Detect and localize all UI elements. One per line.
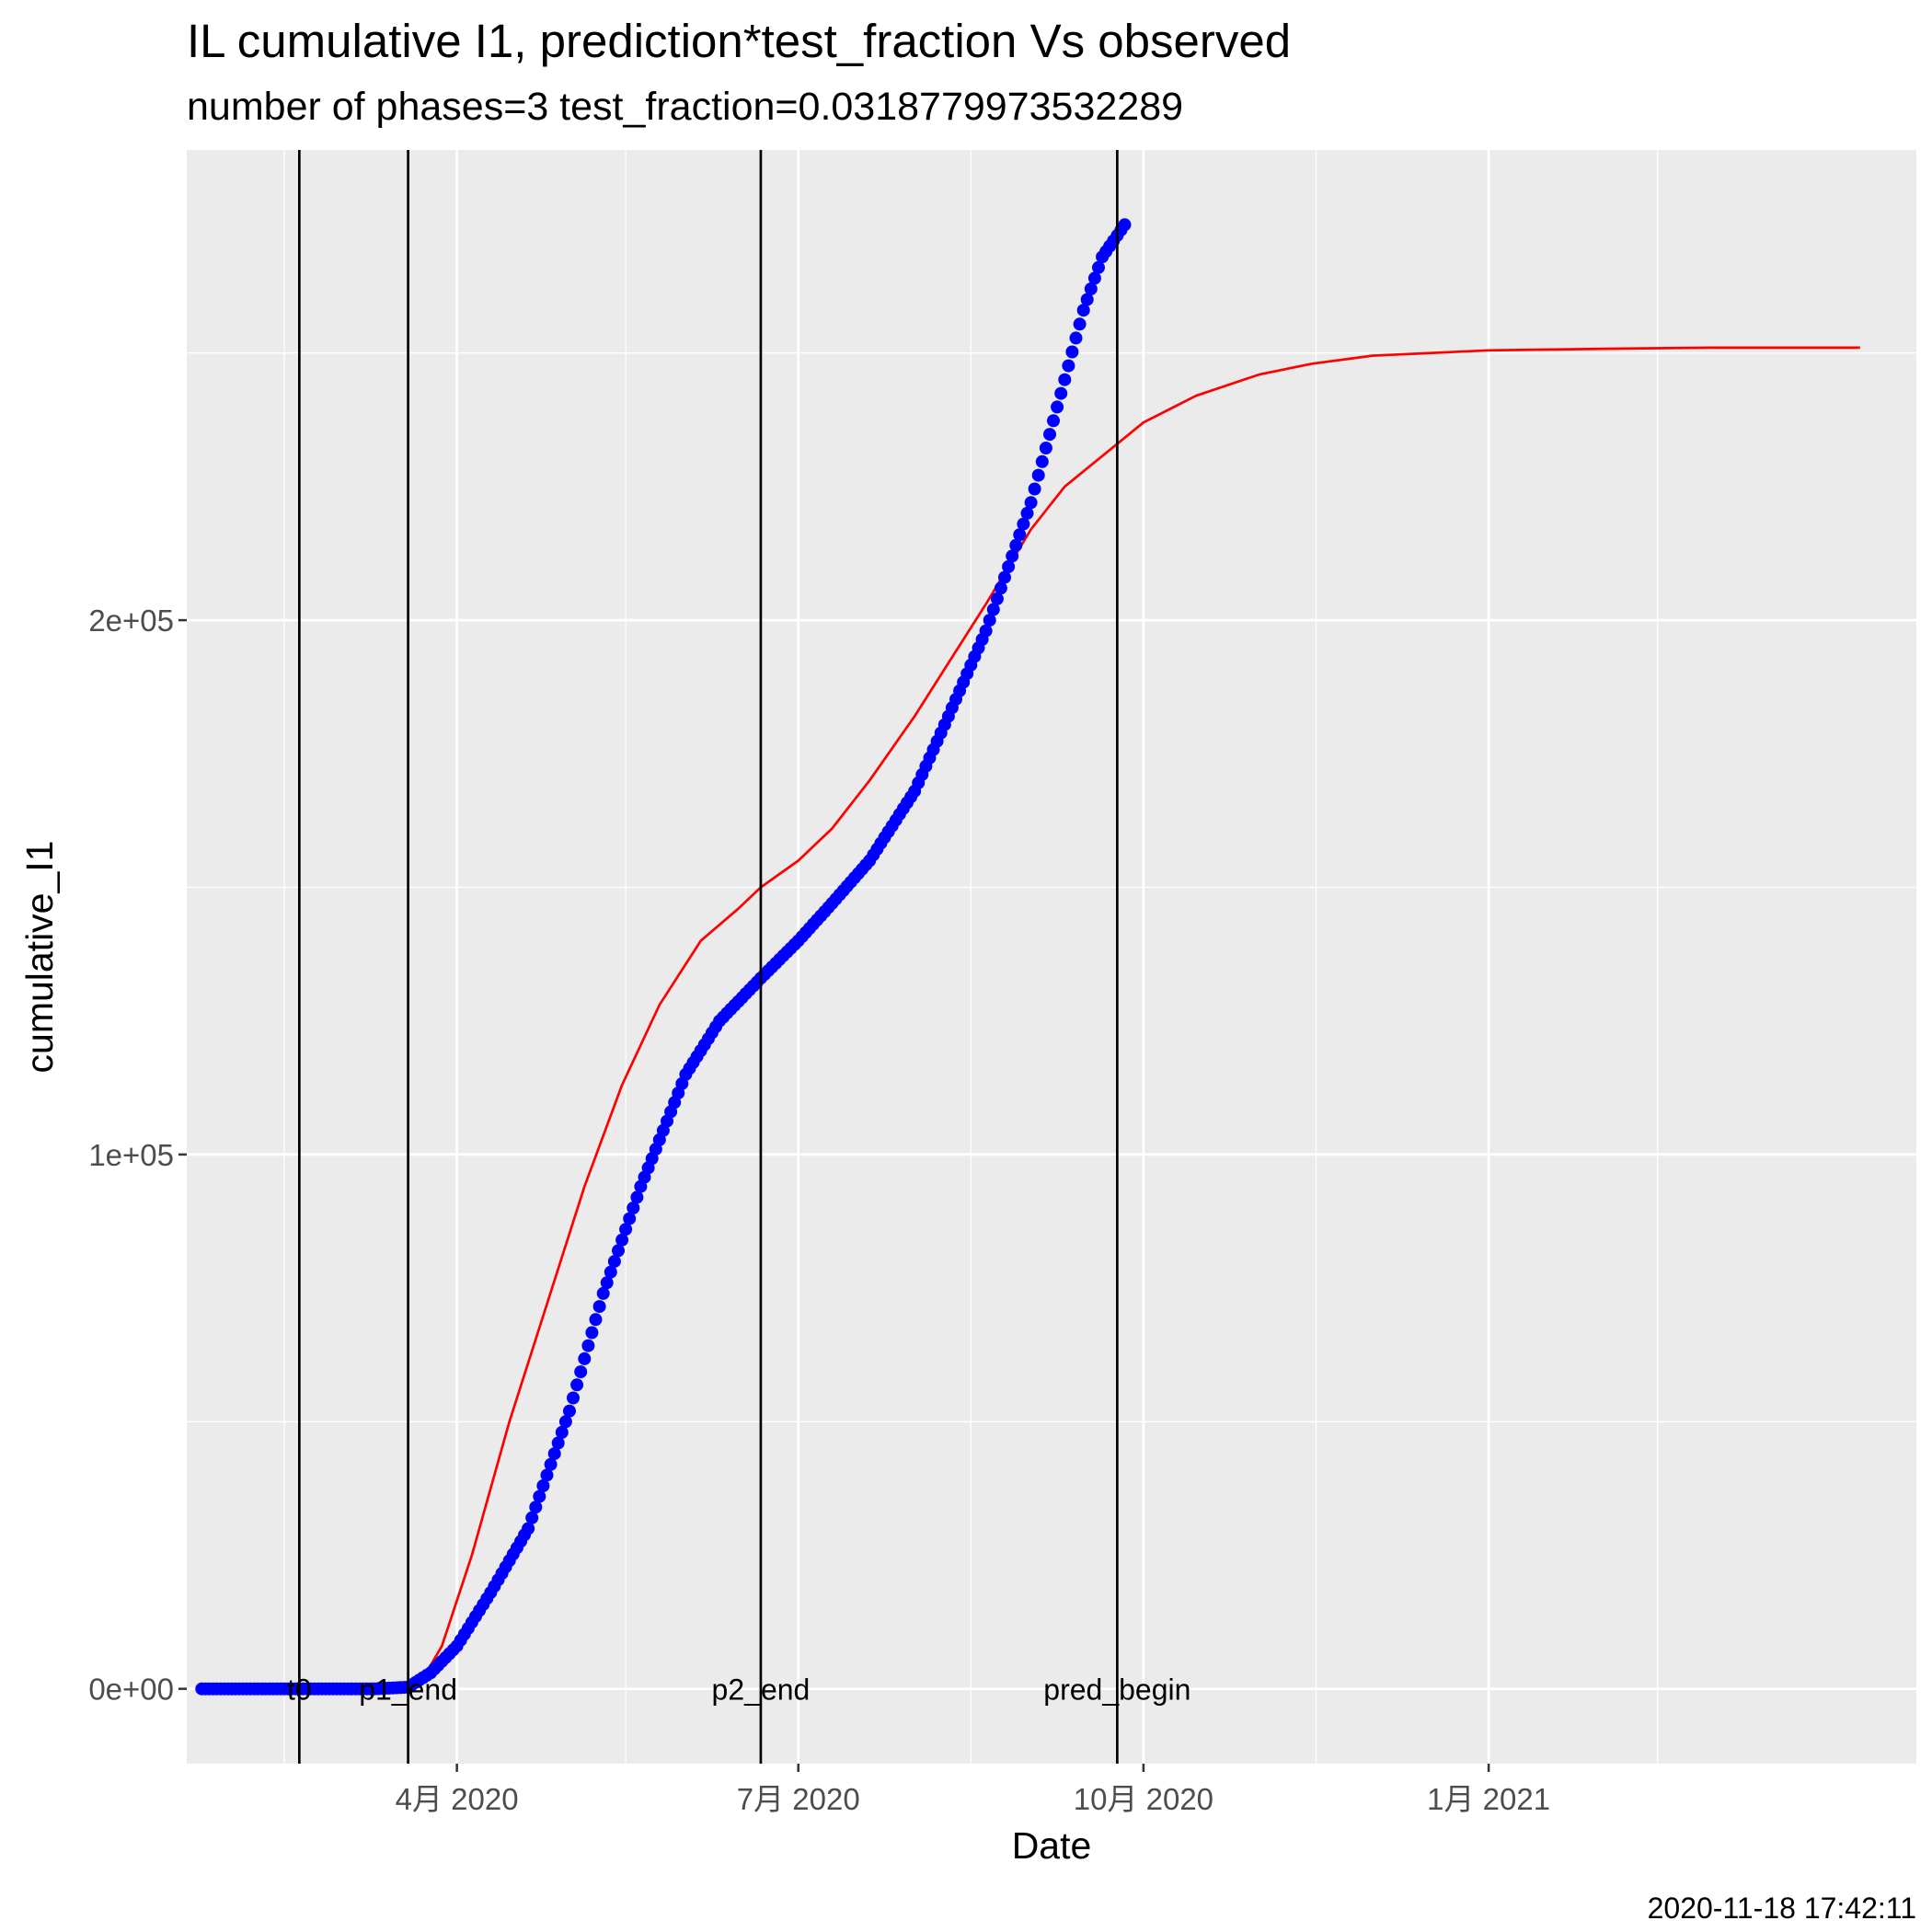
observed-point: [578, 1351, 592, 1365]
observed-point: [983, 614, 996, 627]
observed-point: [604, 1265, 617, 1279]
chart-title: IL cumulative I1, prediction*test_fracti…: [187, 15, 1291, 67]
observed-point: [619, 1223, 633, 1236]
observed-point: [1118, 218, 1132, 232]
x-tick-label: 10月 2020: [1074, 1782, 1213, 1816]
observed-point: [567, 1391, 580, 1405]
observed-point: [1092, 260, 1105, 274]
observed-point: [615, 1233, 629, 1247]
y-tick-label: 0e+00: [88, 1673, 174, 1707]
observed-point: [581, 1339, 595, 1352]
observed-point: [1073, 317, 1087, 331]
observed-point: [544, 1457, 558, 1471]
major-gridlines: [187, 150, 1916, 1764]
observed-point: [529, 1501, 543, 1514]
observed-point: [998, 570, 1011, 584]
observed-point: [1058, 373, 1072, 386]
caption-timestamp: 2020-11-18 17:42:11: [1648, 1892, 1916, 1925]
y-tick-label: 2e+05: [88, 604, 174, 638]
phase-vline-label: pred_begin: [1043, 1673, 1190, 1707]
observed-point: [1009, 538, 1023, 552]
observed-point: [1024, 496, 1038, 510]
minor-gridlines: [187, 150, 1916, 1764]
observed-point: [596, 1286, 610, 1300]
observed-point: [1047, 414, 1060, 428]
observed-point: [547, 1447, 561, 1461]
y-axis-title: cumulative_I1: [18, 841, 61, 1074]
observed-point: [1028, 482, 1041, 496]
observed-point: [551, 1436, 565, 1450]
observed-point: [536, 1479, 550, 1492]
observed-point: [558, 1415, 572, 1429]
observed-point: [555, 1425, 569, 1439]
phase-lines: t0 p1_end p2_end pred_begin: [287, 150, 1190, 1764]
x-tick-label: 7月 2020: [737, 1782, 860, 1816]
phase-vline-label: p1_end: [359, 1673, 457, 1707]
observed-point: [1013, 528, 1027, 542]
observed-point: [1002, 560, 1016, 573]
observed-point: [1035, 454, 1049, 468]
prediction-series: [407, 346, 1860, 1690]
observed-point: [1020, 506, 1034, 520]
observed-point: [533, 1489, 546, 1503]
observed-point: [1080, 293, 1094, 306]
phase-vline-label: t0: [287, 1673, 312, 1707]
observed-point: [623, 1212, 637, 1225]
observed-point: [570, 1378, 584, 1392]
x-axis-title: Date: [1012, 1824, 1092, 1867]
observed-point: [612, 1244, 625, 1258]
observed-point: [1039, 442, 1052, 454]
x-tick-label: 1月 2021: [1427, 1782, 1550, 1816]
observed-point: [1087, 271, 1101, 285]
observed-point: [600, 1276, 614, 1290]
observed-point: [1051, 400, 1064, 414]
observed-point: [1076, 304, 1090, 317]
observed-point: [574, 1365, 588, 1379]
y-tick-label: 1e+05: [88, 1138, 174, 1172]
observed-point: [522, 1522, 535, 1535]
phase-vline-label: p2_end: [712, 1673, 811, 1707]
observed-point: [630, 1190, 644, 1204]
observed-point: [563, 1404, 576, 1418]
y-axis: 0e+00 1e+05 2e+05: [88, 604, 187, 1707]
observed-point: [1043, 428, 1056, 442]
observed-point: [627, 1202, 640, 1214]
observed-series: [195, 218, 1132, 1696]
chart-subtitle: number of phases=3 test_fraction=0.03187…: [187, 85, 1183, 129]
observed-point: [540, 1468, 554, 1482]
observed-point: [1065, 345, 1079, 359]
observed-point: [1006, 549, 1019, 563]
observed-point: [592, 1300, 606, 1314]
observed-point: [1031, 468, 1045, 482]
x-tick-label: 4月 2020: [396, 1782, 519, 1816]
observed-point: [1084, 282, 1098, 295]
observed-point: [986, 603, 1000, 616]
observed-point: [1017, 517, 1030, 531]
observed-point: [994, 581, 1007, 595]
observed-point: [589, 1313, 603, 1327]
observed-point: [990, 592, 1004, 605]
observed-point: [1054, 386, 1068, 400]
observed-point: [585, 1326, 599, 1340]
observed-point: [525, 1511, 539, 1524]
observed-point: [1069, 331, 1083, 345]
observed-point: [979, 624, 993, 638]
x-axis: 4月 2020 7月 2020 10月 2020 1月 2021: [396, 1764, 1550, 1816]
observed-point: [607, 1255, 621, 1269]
observed-point: [1062, 359, 1075, 373]
prediction-line: [407, 346, 1860, 1690]
